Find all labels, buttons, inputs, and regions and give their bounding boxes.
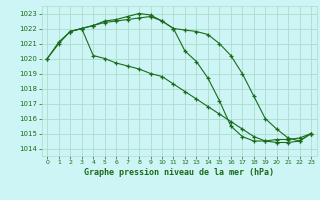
X-axis label: Graphe pression niveau de la mer (hPa): Graphe pression niveau de la mer (hPa) [84,168,274,177]
